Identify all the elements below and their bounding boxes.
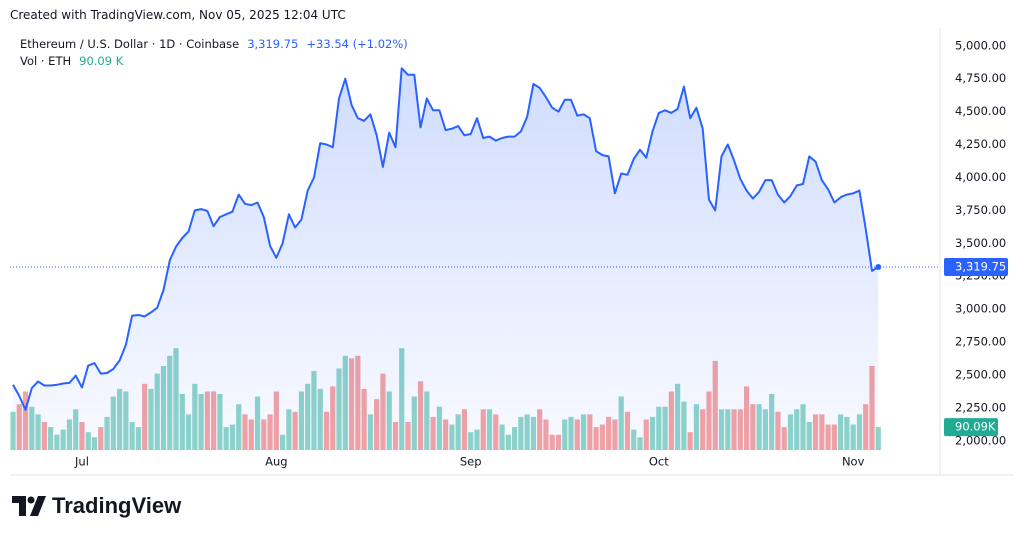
- price: 3,319.75: [247, 37, 299, 51]
- price-tag-label: 3,319.75: [955, 260, 1006, 274]
- credit: Created with TradingView.com, Nov 05, 20…: [10, 8, 346, 22]
- y-tick-label: 4,500.00: [955, 104, 1006, 118]
- y-tick-label: 2,000.00: [955, 433, 1006, 447]
- logo-icon: [12, 496, 46, 516]
- x-tick-label: Oct: [649, 455, 669, 469]
- last-price-dot: [875, 264, 882, 271]
- x-tick-label: Aug: [265, 455, 287, 469]
- volume-tag: [944, 418, 998, 437]
- price-line: [12, 67, 879, 411]
- volume-value: 90.09 K: [79, 54, 124, 68]
- volume-label: Vol · ETH: [20, 54, 72, 68]
- y-tick-label: 3,500.00: [955, 236, 1006, 250]
- y-tick-label: 2,500.00: [955, 367, 1006, 381]
- logo-text: TradingView: [52, 493, 182, 518]
- price-area: [13, 68, 879, 450]
- y-tick-label: 4,750.00: [955, 71, 1006, 85]
- logo[interactable]: TradingView: [12, 493, 181, 519]
- y-tick-label: 3,000.00: [955, 302, 1006, 316]
- x-tick-label: Sep: [460, 455, 482, 469]
- y-tick-label: 4,250.00: [955, 137, 1006, 151]
- legend-volume: Vol · ETH 90.09 K: [20, 54, 123, 68]
- x-tick-label: Nov: [842, 455, 865, 469]
- volume-tag-label: 90.09K: [955, 420, 996, 434]
- legend-price: Ethereum / U.S. Dollar · 1D · Coinbase 3…: [20, 37, 408, 51]
- symbol: Ethereum / U.S. Dollar · 1D · Coinbase: [20, 37, 240, 51]
- y-tick-label: 5,000.00: [955, 38, 1006, 52]
- y-tick-label: 2,750.00: [955, 335, 1006, 349]
- change: +33.54 (+1.02%): [306, 37, 408, 51]
- y-tick-label: 4,000.00: [955, 170, 1006, 184]
- x-tick-label: Jul: [74, 455, 89, 469]
- y-tick-label: 3,750.00: [955, 203, 1006, 217]
- price-tag: [944, 258, 1008, 277]
- y-tick-label: 2,250.00: [955, 400, 1006, 414]
